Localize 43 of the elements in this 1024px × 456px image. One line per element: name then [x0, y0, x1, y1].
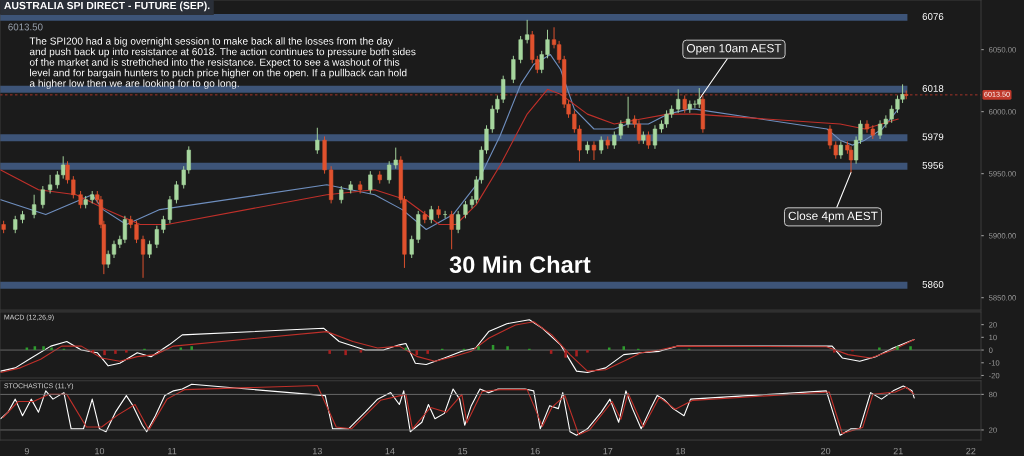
ref-line-label: 5860: [922, 281, 944, 288]
x-tick-label: 18: [676, 447, 686, 455]
x-tick-label: 14: [385, 448, 395, 455]
candlestick: [449, 210, 454, 250]
text: 6013.50: [8, 23, 43, 31]
x-tick-label: 9: [24, 447, 29, 455]
candlestick: [368, 170, 373, 194]
candlestick: [40, 185, 45, 209]
candlestick: [48, 174, 53, 194]
candlestick: [315, 127, 320, 155]
candlestick: [676, 88, 681, 114]
candlestick: [518, 35, 523, 64]
candlestick: [626, 96, 631, 129]
candlestick: [32, 194, 37, 219]
candlestick: [848, 145, 854, 173]
candlestick: [591, 140, 597, 161]
candlestick: [140, 235, 146, 279]
x-tick-label: 22: [966, 447, 976, 455]
chart-title: AUSTRALIA SPI DIRECT - FUTURE (SEP).: [4, 1, 210, 12]
ref-line-label: 6076: [922, 13, 944, 20]
candlestick: [652, 124, 658, 150]
x-tick-label: 13: [312, 447, 322, 455]
candlestick: [409, 235, 414, 259]
annotation: Close 4pm AEST: [788, 211, 878, 223]
x-tick-label: 10: [95, 447, 105, 455]
candlestick: [174, 180, 179, 204]
candlestick: [154, 225, 159, 249]
candlestick: [525, 19, 530, 44]
x-tick-label: 16: [530, 447, 540, 455]
x-tick-label: 15: [458, 448, 468, 455]
candlestick: [443, 210, 448, 219]
x-tick-label: 11: [168, 448, 177, 455]
ref-line-label: 6018: [922, 85, 944, 92]
x-tick-label: 21: [893, 447, 903, 455]
annotation: Open 10am AEST: [686, 44, 782, 55]
ref-line-label: 5956: [922, 161, 944, 169]
candlestick: [511, 55, 516, 84]
x-tick-label: 20: [821, 447, 831, 455]
ref-line-label: 5979: [922, 133, 944, 141]
candlestick: [456, 210, 461, 234]
annotation: The SPI200 had a big overnight session to make back all the losses from the day and push back up into resistance at 6018. The action continues to pressure both sides of the market and is strethched into the resistance. Expect to see a washout of this level and for bargain hunters to puch price higher on the open. If a pullback can hold a higher low then we are looking for to go long.: [29, 37, 416, 89]
annotation: 30 Min Chart: [449, 255, 591, 274]
x-tick-label: 17: [603, 448, 613, 455]
